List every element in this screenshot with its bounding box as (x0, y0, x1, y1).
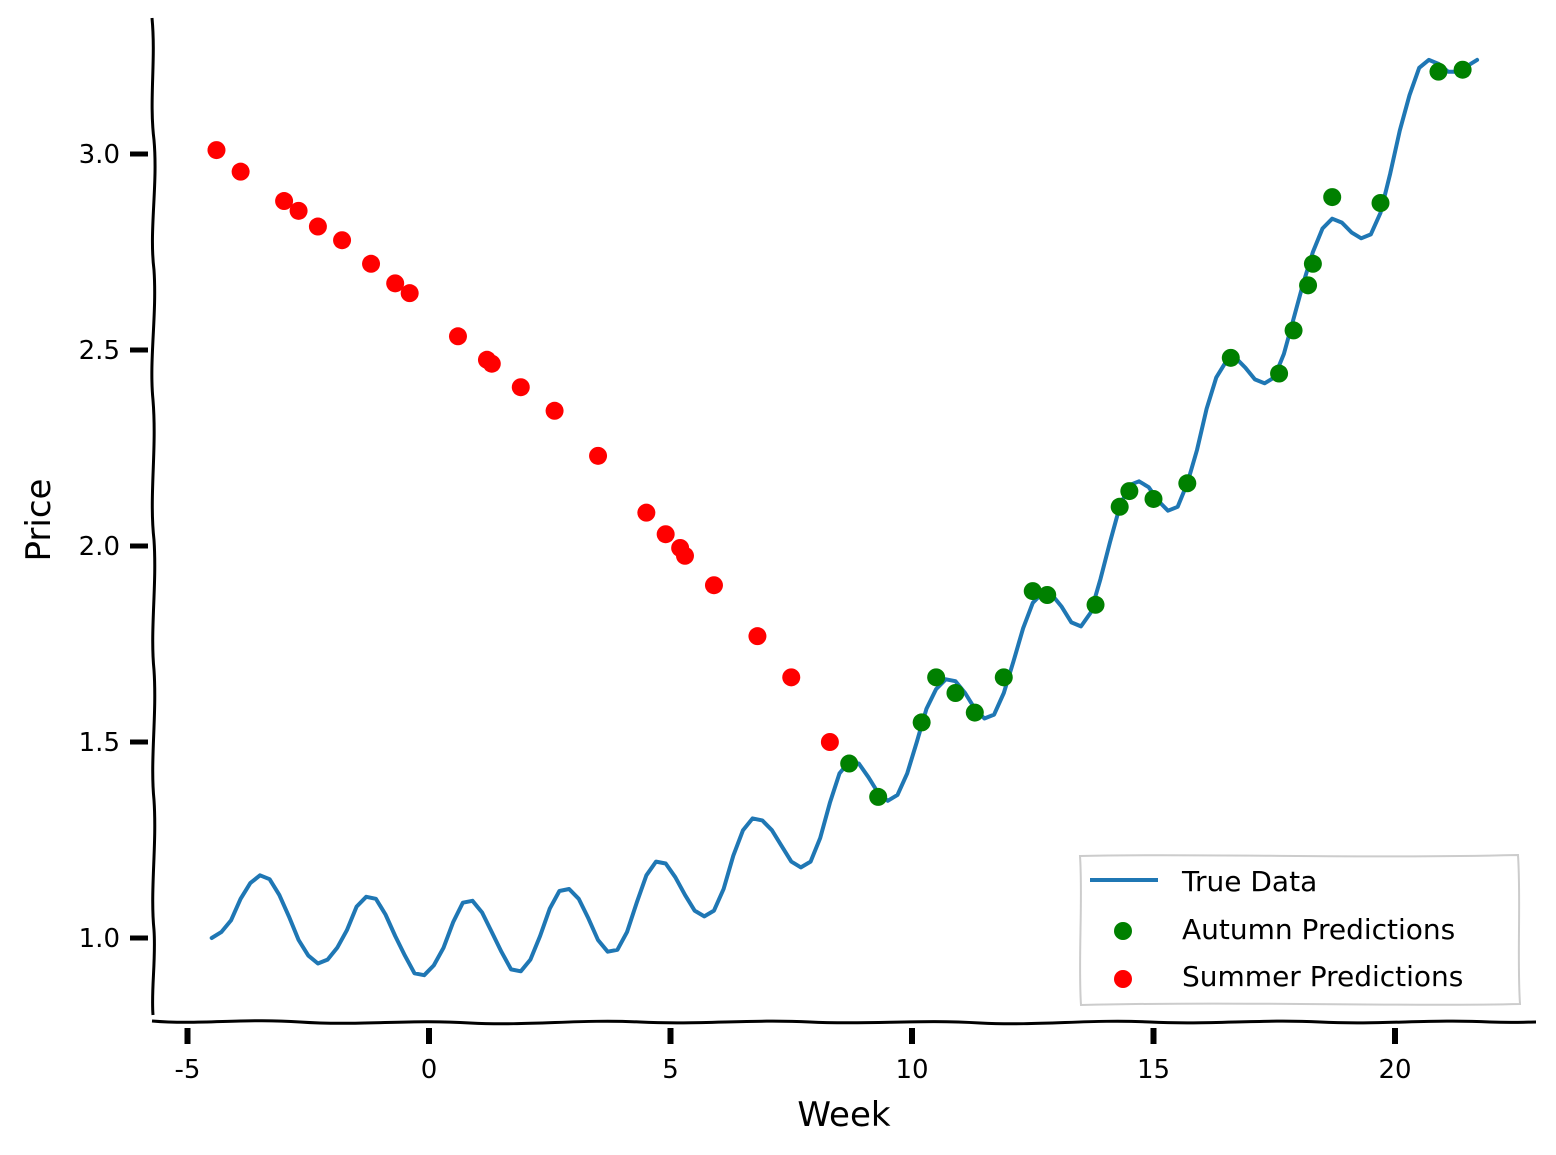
autumn-prediction-point (912, 713, 931, 732)
autumn-prediction-point (840, 754, 859, 773)
summer-prediction-point (704, 576, 723, 595)
x-tick-label: 10 (895, 1055, 928, 1085)
summer-prediction-point (482, 354, 501, 373)
legend: True Data Autumn Predictions Summer Pred… (1078, 853, 1522, 1007)
legend-summer-label: Summer Predictions (1182, 960, 1463, 993)
autumn-prediction-point (946, 684, 965, 702)
x-ticks: -5 0 5 10 15 20 (175, 1028, 1412, 1085)
autumn-prediction-point (965, 703, 984, 722)
y-axis-label: Price (19, 479, 59, 562)
plot-area (207, 57, 1480, 978)
autumn-prediction-point (927, 668, 946, 687)
legend-autumn-swatch (1114, 922, 1132, 940)
summer-prediction-point (589, 446, 608, 465)
summer-prediction-point (231, 162, 250, 181)
summer-prediction-point (362, 254, 381, 273)
summer-prediction-point (333, 231, 352, 250)
autumn-prediction-point (1221, 348, 1240, 367)
y-tick-label: 1.5 (79, 728, 120, 758)
summer-prediction-point (275, 192, 294, 211)
summer-prediction-point (308, 217, 327, 236)
autumn-prediction-point (994, 668, 1013, 687)
y-tick-label: 1.0 (79, 924, 120, 954)
x-tick-label: 15 (1137, 1055, 1170, 1085)
autumn-prediction-point (1429, 62, 1448, 81)
autumn-prediction-point (1323, 188, 1342, 207)
summer-prediction-point (289, 201, 308, 220)
y-axis-spine (150, 17, 157, 1016)
summer-prediction-point (675, 546, 694, 565)
y-tick-label: 2.5 (79, 336, 120, 366)
summer-prediction-point (748, 627, 767, 646)
legend-frame (1078, 853, 1522, 1007)
summer-prediction-point (637, 503, 656, 522)
y-ticks: 1.0 1.5 2.0 2.5 3.0 (79, 140, 148, 954)
autumn-prediction-point (1023, 582, 1042, 601)
autumn-prediction-point (1110, 497, 1129, 516)
legend-summer-swatch (1114, 970, 1132, 988)
legend-autumn-label: Autumn Predictions (1182, 913, 1455, 946)
x-tick-label: 0 (421, 1055, 438, 1085)
autumn-prediction-point (1299, 276, 1318, 295)
autumn-prediction-point (1284, 321, 1303, 340)
summer-prediction-point (820, 733, 839, 751)
autumn-prediction-point (1120, 482, 1139, 501)
x-tick-label: 5 (662, 1055, 679, 1085)
autumn-prediction-point (1144, 489, 1163, 508)
x-tick-label: 20 (1378, 1055, 1411, 1085)
summer-prediction-point (207, 141, 226, 160)
y-tick-label: 3.0 (79, 140, 120, 170)
autumn-prediction-point (1038, 586, 1057, 604)
summer-prediction-point (782, 668, 801, 687)
true-data-line (209, 57, 1480, 978)
autumn-prediction-point (1270, 364, 1289, 383)
legend-true-data-label: True Data (1181, 865, 1317, 898)
autumn-prediction-point (1453, 60, 1472, 79)
y-tick-label: 2.0 (79, 532, 120, 562)
summer-prediction-point (400, 284, 419, 303)
autumn-prediction-point (869, 787, 888, 806)
summer-prediction-point (511, 378, 530, 397)
summer-prediction-point (545, 401, 564, 420)
autumn-prediction-point (1303, 254, 1322, 273)
x-axis-spine (151, 1019, 1537, 1026)
summer-prediction-point (448, 327, 467, 346)
autumn-prediction-point (1178, 474, 1197, 493)
x-tick-label: -5 (175, 1055, 201, 1085)
x-axis-label: Week (797, 1095, 890, 1135)
autumn-prediction-point (1086, 595, 1105, 614)
summer-prediction-point (386, 274, 405, 293)
autumn-prediction-point (1371, 194, 1390, 212)
summer-prediction-point (656, 525, 675, 544)
